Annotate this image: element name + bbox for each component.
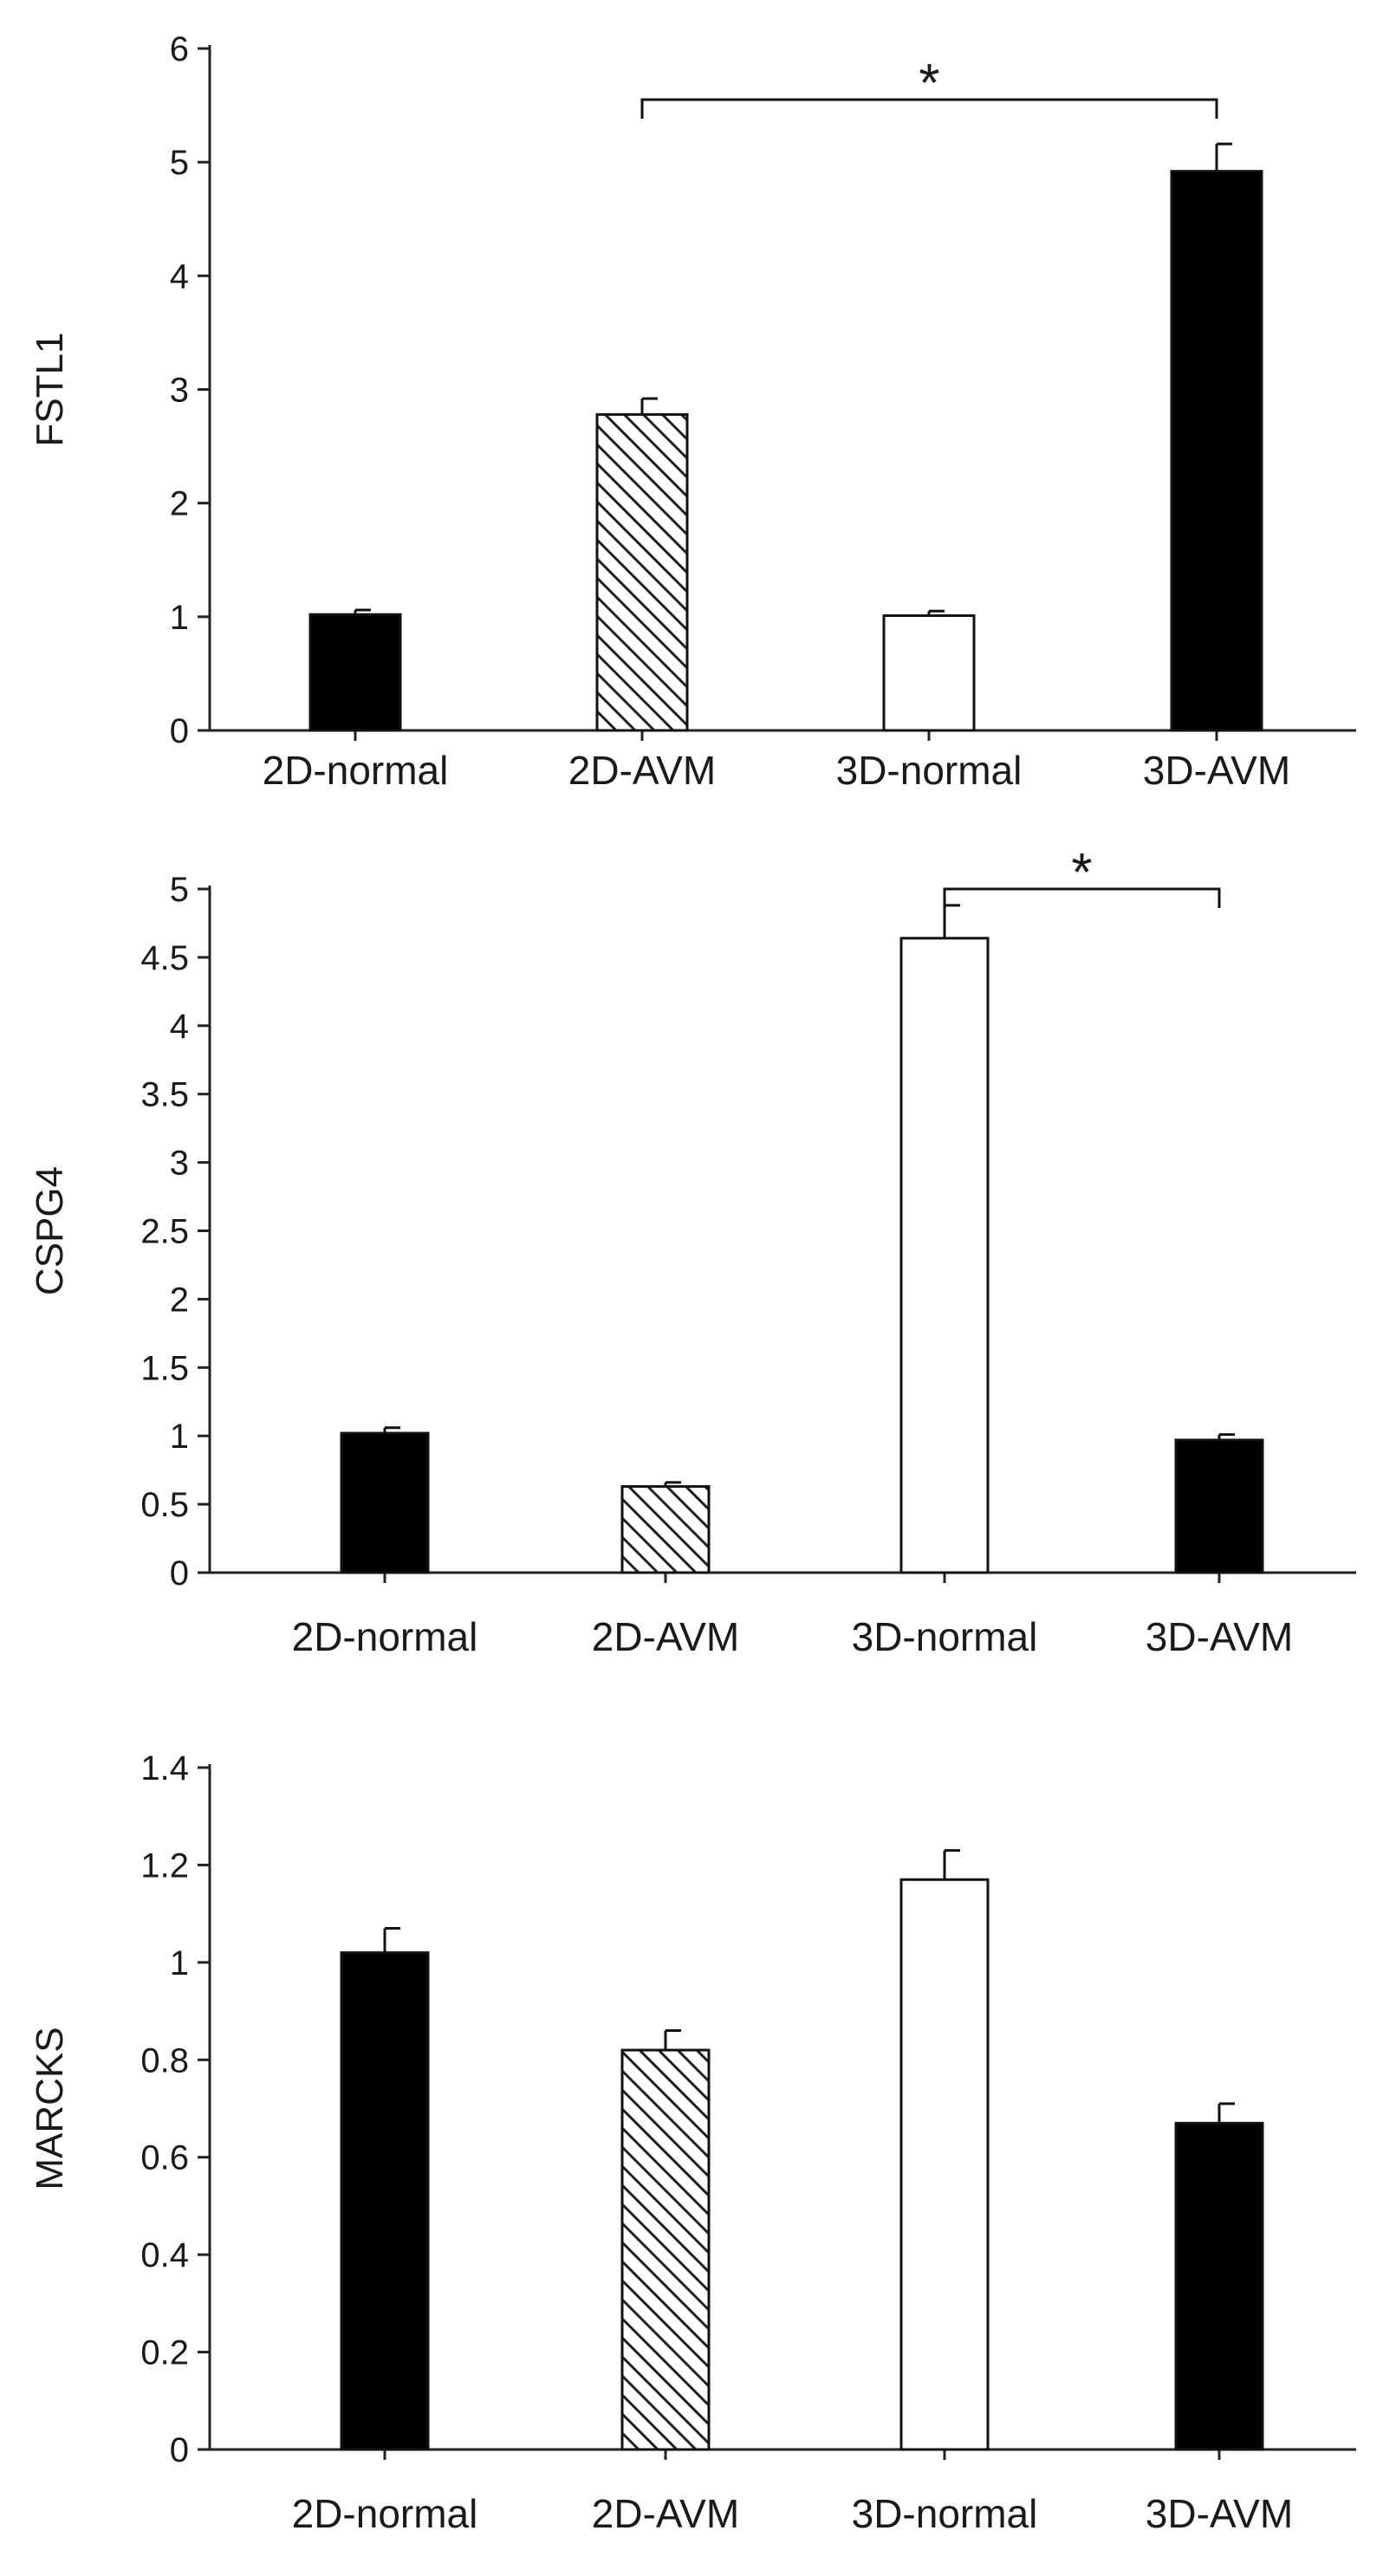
category-label-2d-avm: 2D-AVM [592, 1614, 739, 1659]
y-tick-label: 0 [170, 712, 189, 750]
y-tick-label: 0.4 [140, 2236, 189, 2274]
category-label-3d-avm: 3D-AVM [1143, 748, 1290, 793]
bar-3d-avm [1174, 1438, 1264, 1574]
significance-bracket [640, 98, 1218, 120]
y-axis-title: FSTL1 [29, 332, 71, 446]
y-tick-label: 3 [170, 372, 189, 410]
bar-2d-avm [620, 2048, 711, 2451]
category-label-3d-avm: 3D-AVM [1146, 1614, 1293, 1659]
y-tick-label: 6 [170, 30, 189, 68]
y-tick-label: 2 [170, 485, 189, 523]
y-tick-label: 0.6 [140, 2139, 189, 2177]
y-tick-label: 1.5 [140, 1349, 189, 1387]
y-tick-label: 0 [170, 1554, 189, 1593]
y-tick-label: 1.2 [140, 1846, 189, 1885]
y-tick-label: 4 [170, 257, 189, 295]
bar-2d-normal [308, 613, 402, 732]
y-tick-label: 1 [170, 599, 189, 637]
y-axis-title: CSPG4 [29, 1166, 71, 1295]
bar-2d-normal [340, 1951, 430, 2451]
marcks-chart: 0 0.2 0.4 0.6 0.8 1 1.2 1.4 MARCKS 2D-normal 2D-AV… [29, 1749, 1356, 2536]
y-tick-label: 5 [170, 871, 189, 909]
category-label-2d-normal: 2D-normal [263, 748, 449, 793]
y-tick-label: 4.5 [140, 939, 189, 977]
bar-3d-normal [899, 937, 990, 1574]
y-tick-label: 2.5 [140, 1213, 189, 1251]
y-tick-label: 1.4 [140, 1749, 189, 1788]
significance-star: * [1071, 843, 1092, 903]
y-tick-label: 0.5 [140, 1486, 189, 1524]
significance-star: * [919, 54, 939, 114]
bar-2d-normal [340, 1431, 430, 1574]
y-tick-label: 2 [170, 1281, 189, 1319]
category-label-2d-avm: 2D-AVM [592, 2491, 739, 2536]
bar-3d-avm [1170, 170, 1263, 732]
bar-3d-normal [899, 1878, 990, 2451]
bar-3d-avm [1174, 2121, 1264, 2451]
category-label-3d-normal: 3D-normal [852, 1614, 1038, 1659]
significance-bracket [943, 887, 1221, 908]
category-label-2d-normal: 2D-normal [292, 2491, 478, 2536]
bar-3d-normal [882, 614, 976, 732]
y-tick-label: 4 [170, 1008, 189, 1046]
y-tick-label: 3 [170, 1145, 189, 1183]
y-tick-label: 3.5 [140, 1076, 189, 1114]
y-tick-label: 0.2 [140, 2334, 189, 2372]
bar-2d-avm [595, 412, 689, 732]
category-label-3d-normal: 3D-normal [852, 2491, 1038, 2536]
y-tick-label: 0.8 [140, 2041, 189, 2080]
cspg4-chart: 0 0.5 1 1.5 2 2.5 3 3.5 4 4.5 5 CSPG4 2D-normal 2D-AV… [29, 843, 1356, 1659]
category-label-2d-normal: 2D-normal [292, 1614, 478, 1659]
y-axis-title: MARCKS [29, 2027, 71, 2190]
y-tick-label: 1 [170, 1944, 189, 1982]
fstl1-chart: 0 1 2 3 4 5 6 FSTL1 2D-normal 2D-AVM 3D-normal 3D-A… [29, 30, 1356, 793]
category-label-3d-avm: 3D-AVM [1146, 2491, 1293, 2536]
y-tick-label: 0 [170, 2431, 189, 2469]
y-tick-label: 1 [170, 1418, 189, 1456]
category-label-3d-normal: 3D-normal [836, 748, 1023, 793]
category-label-2d-avm: 2D-AVM [568, 748, 716, 793]
y-tick-label: 5 [170, 144, 189, 182]
bar-2d-avm [620, 1485, 711, 1574]
